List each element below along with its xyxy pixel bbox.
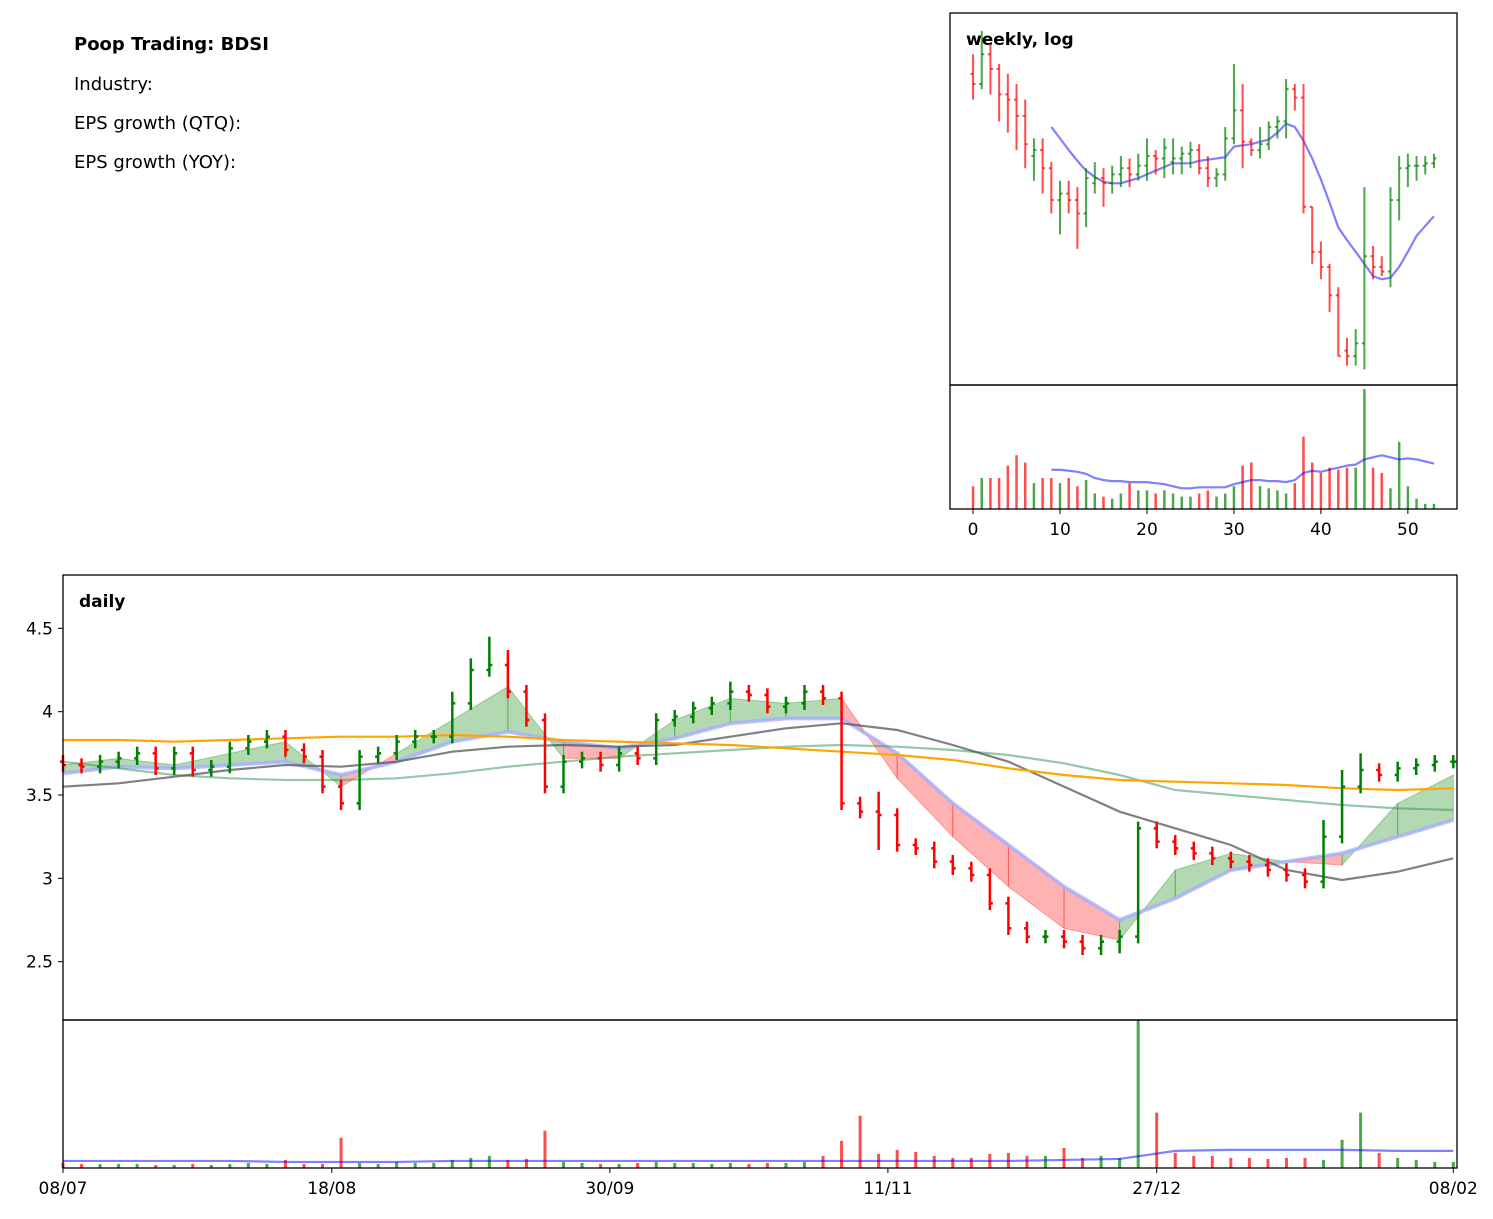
ma-line [62, 716, 1454, 923]
panel-title: daily [79, 592, 125, 612]
header-line: EPS growth (YOY): [74, 152, 236, 173]
x-tick-label: 18/08 [307, 1179, 356, 1199]
x-tick-label: 11/11 [863, 1179, 912, 1199]
header-title: Poop Trading: BDSI [74, 34, 269, 55]
x-tick-label: 30 [1223, 520, 1245, 540]
x-tick-label: 40 [1310, 520, 1332, 540]
volume-frame [949, 384, 1458, 510]
x-tick-label: 30/09 [585, 1179, 634, 1199]
y-tick-label: 2.5 [26, 953, 53, 973]
ma-line [63, 733, 1454, 792]
ma-line [62, 743, 1454, 812]
y-tick-label: 3 [42, 869, 53, 889]
x-tick-label: 10 [1049, 520, 1071, 540]
x-tick-label: 50 [1397, 520, 1419, 540]
x-tick-label: 08/02 [1429, 1179, 1478, 1199]
header-line: EPS growth (QTQ): [74, 113, 241, 134]
panel-title: weekly, log [966, 30, 1074, 50]
header-line: Industry: [74, 74, 153, 95]
volume-ma [63, 1148, 1454, 1164]
x-tick-label: 27/12 [1132, 1179, 1181, 1199]
y-tick-label: 4 [42, 703, 53, 723]
ma-line [62, 722, 1454, 882]
volume-frame [62, 1019, 1458, 1169]
volume-ma [1051, 454, 1435, 490]
x-tick-label: 08/07 [39, 1179, 88, 1199]
x-tick-label: 20 [1136, 520, 1158, 540]
y-tick-label: 4.5 [26, 619, 53, 639]
x-tick-label: 0 [968, 520, 979, 540]
y-tick-label: 3.5 [26, 786, 53, 806]
